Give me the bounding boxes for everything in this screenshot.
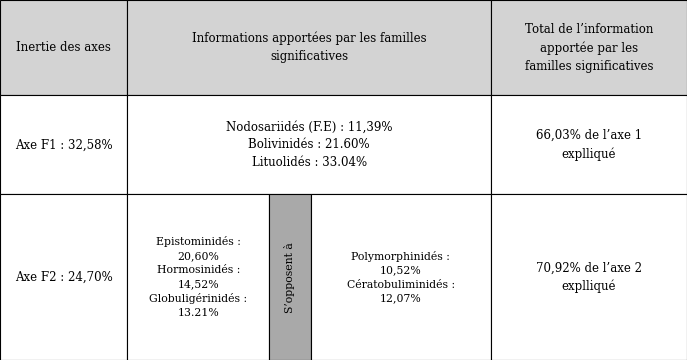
Bar <box>0 194 127 360</box>
Text: 66,03% de l’axe 1
explliqué: 66,03% de l’axe 1 explliqué <box>536 129 642 161</box>
Bar <box>269 194 311 360</box>
Text: Epistominidés :
20,60%
Hormosinidés :
14,52%
Globuligérinidés :
13.21%: Epistominidés : 20,60% Hormosinidés : 14… <box>149 236 247 319</box>
Bar <box>491 194 687 360</box>
Text: Polymorphinidés :
10,52%
Cératobuliminidés :
12,07%: Polymorphinidés : 10,52% Cératobuliminid… <box>347 251 455 304</box>
Bar <box>127 194 269 360</box>
Text: Total de l’information
apportée par les
familles significatives: Total de l’information apportée par les … <box>525 23 653 73</box>
Text: S’opposent à: S’opposent à <box>284 242 295 312</box>
Bar <box>0 0 127 95</box>
Bar <box>0 95 127 194</box>
Text: Informations apportées par les familles
significatives: Informations apportées par les familles … <box>192 32 427 63</box>
Text: Nodosariidés (F.E) : 11,39%
Bolivinidés : 21.60%
Lituolidés : 33.04%: Nodosariidés (F.E) : 11,39% Bolivinidés … <box>226 120 392 170</box>
Text: 70,92% de l’axe 2
explliqué: 70,92% de l’axe 2 explliqué <box>536 261 642 293</box>
Text: Inertie des axes: Inertie des axes <box>16 41 111 54</box>
Bar <box>127 95 491 194</box>
Bar <box>311 194 491 360</box>
Text: Axe F2 : 24,70%: Axe F2 : 24,70% <box>14 271 113 284</box>
Text: Axe F1 : 32,58%: Axe F1 : 32,58% <box>14 138 113 152</box>
Bar <box>127 0 491 95</box>
Bar <box>491 0 687 95</box>
Bar <box>491 95 687 194</box>
